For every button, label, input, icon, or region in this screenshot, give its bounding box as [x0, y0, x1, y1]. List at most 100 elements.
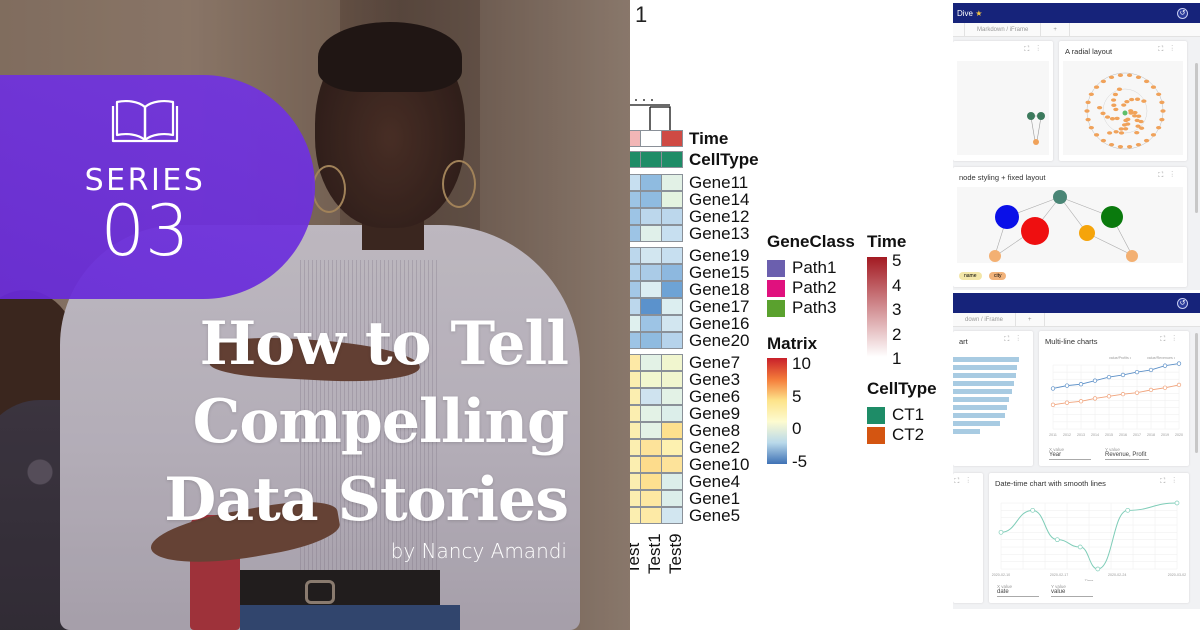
heatmap-cell [630, 490, 641, 507]
legend-title-celltype: CellType [867, 379, 937, 398]
svg-text:2019: 2019 [1161, 433, 1169, 437]
card-actions[interactable]: ⛶⋮ [954, 478, 977, 485]
heatmap-cell [641, 354, 662, 371]
x-value-select[interactable]: X value Year [1049, 447, 1091, 460]
time-tick: 1 [892, 349, 902, 368]
heatmap-cell [662, 281, 683, 298]
heatmap-row [630, 507, 683, 524]
matrix-tick: 10 [792, 354, 811, 373]
card-network-small: ⛶⋮ [953, 41, 1053, 161]
heatmap-row [630, 422, 683, 439]
tab-markdown-iframe[interactable]: Markdown / iFrame [965, 23, 1042, 36]
y-value-select[interactable]: Y value Revenue, Profit [1105, 447, 1149, 460]
card-actions[interactable]: ⛶⋮ [1160, 336, 1183, 343]
node-styling-controls: name city [959, 264, 1009, 282]
column-label: Test9 [666, 533, 685, 574]
dashboard-logo-icon[interactable]: ↺ [1177, 297, 1188, 309]
card-actions[interactable]: ⛶⋮ [1158, 46, 1181, 53]
heatmap-row [630, 281, 683, 298]
gene-label: Gene19 [689, 246, 750, 265]
heatmap-cell [662, 422, 683, 439]
card-actions[interactable]: ⛶⋮ [1158, 172, 1181, 179]
card-datetime-chart: Date-time chart with smooth lines ⛶⋮ 202… [989, 473, 1189, 603]
svg-text:2012: 2012 [1063, 433, 1071, 437]
tab-add[interactable]: + [1016, 313, 1045, 326]
heatmap-cell [641, 315, 662, 332]
gene-label: Gene20 [689, 331, 750, 350]
gene-label: Gene5 [689, 506, 741, 525]
heatmap-cell [662, 174, 683, 191]
heatmap-cell [641, 456, 662, 473]
annotation-row [630, 151, 683, 168]
heatmap-cell [641, 151, 662, 168]
heatmap-cell [630, 507, 641, 524]
tab-add[interactable]: + [1041, 23, 1070, 36]
gene-label: Gene7 [689, 353, 741, 372]
heatmap-cell [641, 507, 662, 524]
headline-line-2: Compelling [192, 387, 569, 457]
heatmap-cell [662, 247, 683, 264]
heatmap-cell [630, 422, 641, 439]
headline-line-1: How to Tell [199, 309, 569, 379]
svg-text:2011: 2011 [1049, 433, 1057, 437]
card-title: Multi-line charts [1045, 337, 1098, 346]
hero-photo-panel: SERIES 03 How to Tell Compelling Data St… [0, 0, 630, 630]
column-dendrogram [630, 99, 671, 130]
gene-label: Gene17 [689, 297, 750, 316]
heatmap-cell [662, 490, 683, 507]
heatmap-cell [630, 473, 641, 490]
heatmap-cell [662, 507, 683, 524]
card-actions[interactable]: ⛶⋮ [1160, 478, 1183, 485]
heatmap-row [630, 298, 683, 315]
heatmap-row [630, 405, 683, 422]
headline: How to Tell Compelling Data Stories [148, 305, 569, 539]
card-bar-chart: art ⛶⋮ [953, 331, 1033, 466]
heatmap-cell [630, 371, 641, 388]
dashboard-scrollbar[interactable] [1195, 63, 1198, 213]
heatmap-cell [630, 151, 641, 168]
y-value-select[interactable]: Y value value [1051, 584, 1093, 597]
dashboard-tabs: down / iFrame + [953, 313, 1200, 327]
heatmap-cell [662, 264, 683, 281]
legend-title-geneclass: GeneClass [767, 232, 855, 251]
heatmap-cell [641, 473, 662, 490]
heatmap-cell [641, 439, 662, 456]
dashboard-logo-icon[interactable]: ↺ [1177, 7, 1188, 19]
card-node-styling: node styling + fixed layout ⛶⋮ [953, 167, 1187, 287]
heatmap-cell [630, 405, 641, 422]
heatmap-cell [630, 315, 641, 332]
heatmap-row [630, 371, 683, 388]
heatmap-row [630, 191, 683, 208]
card-actions[interactable]: ⛶⋮ [1024, 46, 1047, 53]
x-value-select[interactable]: X value date [997, 584, 1039, 597]
matrix-colorbar [767, 358, 787, 464]
heatmap-cell [641, 422, 662, 439]
heatmap-cell [662, 332, 683, 349]
star-icon[interactable]: ★ [975, 8, 983, 18]
dashboard-scrollbar[interactable] [1195, 333, 1198, 453]
tab-blank[interactable] [953, 23, 965, 36]
chip-city[interactable]: city [988, 272, 1007, 280]
time-tick: 4 [892, 275, 902, 295]
legend-item-path2: Path2 [767, 278, 836, 298]
dashboard-screenshot-network: Dive ★ ↺ Markdown / iFrame + ⛶⋮ A [953, 3, 1200, 290]
datetime-controls: X value date Y value value [997, 584, 1093, 597]
card-title: A radial layout [1065, 47, 1113, 56]
node-styling-plot [957, 187, 1183, 263]
dashboard-topbar: ↺ [953, 293, 1200, 313]
heatmap-cell [641, 225, 662, 242]
heatmap-cell [662, 298, 683, 315]
photo-jeans [240, 605, 460, 630]
tab-markdown-iframe[interactable]: down / iFrame [953, 313, 1017, 326]
card-title: node styling + fixed layout [959, 173, 1046, 182]
series-label: SERIES [84, 163, 206, 198]
series-badge: SERIES 03 [0, 75, 315, 299]
heatmap-cell [641, 191, 662, 208]
card-title: Date-time chart with smooth lines [995, 479, 1106, 488]
card-actions[interactable]: ⛶⋮ [1004, 336, 1027, 343]
svg-text:2014: 2014 [1091, 433, 1099, 437]
heatmap-cell [630, 388, 641, 405]
heatmap-cell [662, 191, 683, 208]
chip-name[interactable]: name [959, 272, 982, 280]
dashboard-topbar: Dive ★ ↺ [953, 3, 1200, 23]
